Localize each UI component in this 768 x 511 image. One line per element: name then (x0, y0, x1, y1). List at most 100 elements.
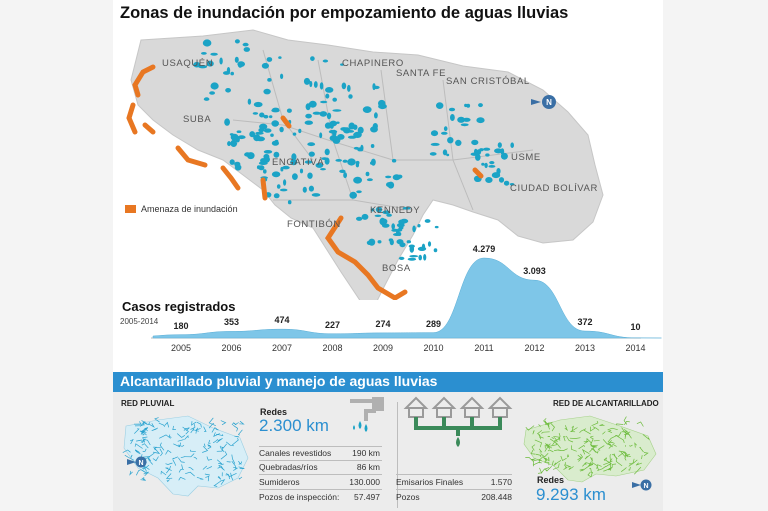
network-segment (220, 451, 228, 460)
network-segment (178, 476, 186, 481)
row-value: 57.497 (354, 492, 380, 502)
network-segment (202, 465, 208, 470)
network-segment (634, 442, 637, 448)
network-segment (148, 423, 155, 428)
flood-point (291, 153, 297, 161)
legend-label: Amenaza de inundación (141, 204, 238, 214)
network-segment (608, 441, 615, 444)
svg-text:N: N (643, 483, 648, 490)
flood-point (236, 130, 242, 133)
x-tick-label: 2007 (271, 343, 293, 353)
flood-point (261, 62, 269, 69)
flood-point (356, 190, 362, 194)
flood-point (332, 97, 337, 102)
network-segment (144, 439, 151, 446)
network-segment (538, 435, 541, 438)
flood-point (466, 103, 471, 108)
network-segment (579, 428, 587, 434)
flood-point (263, 88, 271, 95)
divider-line (259, 489, 382, 490)
flood-point (343, 172, 347, 179)
network-segment (591, 448, 599, 454)
flood-point (329, 135, 338, 142)
cases-area (152, 257, 662, 339)
flood-point (270, 133, 274, 137)
network-segment (554, 460, 562, 466)
network-segment (238, 466, 245, 470)
network-segment (538, 448, 543, 453)
flood-point (269, 115, 273, 119)
network-segment (202, 445, 209, 453)
flood-point (292, 173, 298, 181)
network-segment (143, 465, 150, 470)
network-segment (230, 472, 234, 481)
network-segment (238, 461, 243, 465)
network-segment (557, 432, 561, 440)
flood-point (310, 153, 315, 157)
flood-point (475, 153, 481, 161)
flood-point (249, 131, 256, 138)
network-segment (628, 466, 631, 471)
network-segment (553, 462, 557, 467)
network-segment (154, 417, 160, 423)
network-segment (216, 438, 223, 444)
flood-point (292, 132, 297, 136)
flood-point (349, 191, 357, 199)
flood-point (389, 239, 394, 246)
network-segment (545, 466, 552, 472)
network-segment (616, 435, 625, 443)
network-segment (237, 429, 243, 436)
network-segment (207, 444, 212, 448)
network-segment (596, 464, 602, 469)
network-segment (234, 422, 239, 425)
flood-point (418, 254, 423, 261)
row-label: Canales revestidos (259, 448, 332, 458)
network-segment (217, 466, 224, 470)
network-segment (607, 440, 613, 448)
flood-point (247, 152, 255, 160)
network-segment (141, 420, 147, 425)
flood-point (304, 120, 313, 125)
flood-point (397, 228, 403, 232)
network-segment (152, 456, 159, 462)
flood-point (299, 168, 304, 174)
network-segment (639, 446, 644, 453)
network-segment (144, 427, 149, 432)
x-tick-label: 2006 (221, 343, 242, 353)
district-label-fontibon: FONTIBÓN (287, 219, 341, 230)
network-segment (219, 479, 226, 485)
network-segment (620, 467, 627, 472)
flood-point (263, 128, 272, 133)
network-segment (208, 417, 216, 427)
network-segment (213, 480, 221, 487)
data-label: 372 (577, 317, 593, 328)
network-segment (592, 462, 600, 471)
flood-map: N (126, 29, 604, 300)
flood-point (273, 151, 280, 158)
network-segment (544, 458, 547, 463)
flood-point (398, 256, 405, 260)
flood-point (328, 129, 338, 134)
network-segment (226, 461, 231, 463)
flood-point (481, 162, 485, 166)
network-segment (550, 422, 555, 432)
network-segment (636, 421, 644, 427)
network-segment (184, 434, 189, 440)
district-label-usaquen: USAQUÉN (162, 58, 214, 69)
network-segment (164, 421, 170, 428)
network-segment (135, 451, 141, 455)
network-segment (635, 462, 642, 466)
district-label-ciudad-bolivar: CIUDAD BOLÍVAR (510, 183, 598, 194)
flood-point (201, 52, 207, 55)
network-segment (640, 455, 643, 460)
north-arrow-icon: N (127, 455, 149, 473)
network-segment (550, 443, 557, 447)
network-segment (530, 449, 536, 455)
network-segment (590, 471, 594, 478)
row-label: Pozos (396, 492, 420, 502)
network-segment (172, 425, 176, 430)
pluvial-redes-value: 2.300 km (259, 416, 329, 435)
flood-point (271, 171, 281, 178)
network-segment (628, 463, 634, 467)
network-segment (581, 448, 590, 455)
